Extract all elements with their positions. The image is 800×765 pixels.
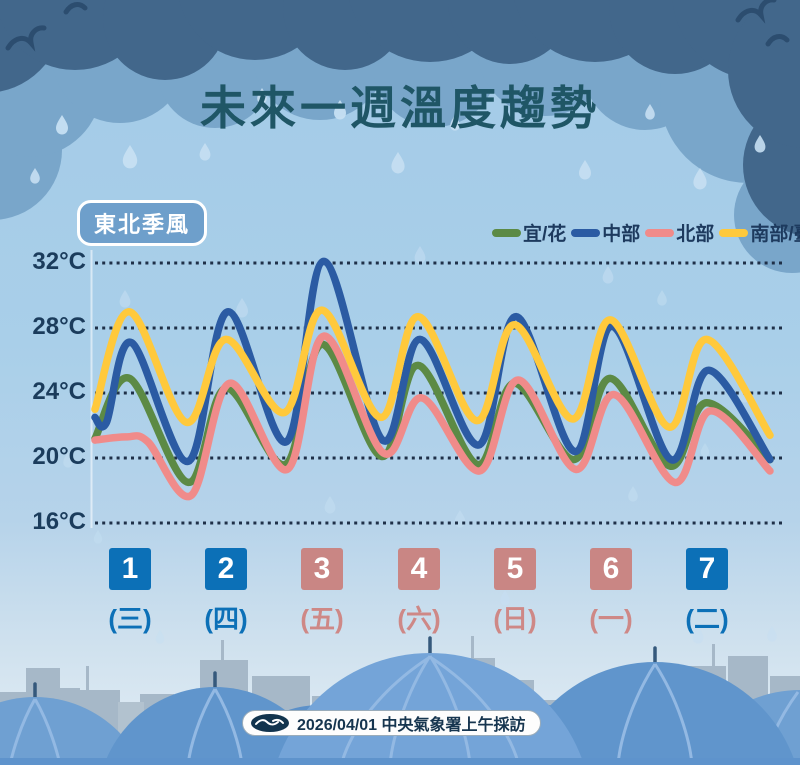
weekday-label-1: (三) [108,604,152,634]
day-column-3: 3 (五) [287,548,357,636]
day-column-4: 4 (六) [384,548,454,636]
day-badge-4: 4 [398,548,440,590]
day-column-7: 7 (二) [672,548,742,636]
rain-drop [657,290,667,306]
rain-drop [324,496,336,514]
rain-drop [739,383,751,403]
temp-line-north [91,332,774,501]
legend-label: 中部 [602,224,641,245]
day-column-6: 6 (一) [576,548,646,636]
legend-dash-green [492,228,521,237]
weekday-label-2: (四) [204,604,248,634]
legend-dash-yellow [719,228,749,237]
day-badge-2: 2 [205,548,247,590]
ytick-16: 16°C [32,508,86,535]
rain-drop [628,486,638,502]
rain-drop [767,626,777,642]
temperature-lines [91,257,774,501]
rain-drop [445,658,455,674]
gridlines [95,261,786,525]
legend-dash-blue [571,228,601,237]
day-badge-5: 5 [494,548,536,590]
rain-drop [93,530,103,544]
rain-drop [122,145,138,169]
weekday-label-4: (六) [397,604,441,634]
day-column-1: 1 (三) [95,548,165,636]
day-badge-6: 6 [590,548,632,590]
ytick-20: 20°C [32,443,86,470]
city-skyline [0,636,800,765]
legend-item: 中部 [566,219,640,246]
source-date-text: 2026/04/01 中央氣象署上午採訪 [297,717,526,734]
weekday-label-7: (二) [685,604,729,634]
rain-drop [199,143,211,161]
ytick-32: 32°C [32,248,86,275]
rain-drop [30,168,40,184]
day-column-2: 2 (四) [191,548,261,636]
umbrellas [0,636,800,765]
chart-legend: 宜/花 中部 北部 南部/臺東 [492,219,800,246]
rain-drop [391,152,405,174]
source-capsule: 2026/04/01 中央氣象署上午採訪 [242,710,541,736]
day-badge-3: 3 [301,548,343,590]
rain-drop [414,246,426,264]
legend-item: 北部 [640,219,714,246]
day-badge-7: 7 [686,548,728,590]
legend-label: 南部/臺東 [750,224,800,245]
temp-line-yilan-hualien [91,340,774,487]
legend-label: 北部 [676,224,715,245]
rain-drop [579,160,591,180]
day-column-5: 5 (日) [480,548,550,636]
temp-line-central [91,257,774,466]
cwa-logo-icon [251,714,289,732]
monsoon-badge: 東北季風 [77,200,208,246]
wind-wisp-icons [5,0,790,52]
ytick-28: 28°C [32,313,86,340]
legend-item: 宜/花 [492,219,566,246]
rain-drop [693,168,707,190]
ytick-24: 24°C [32,378,86,405]
rain-drop [454,510,466,528]
rain-drop [236,298,248,318]
page-title: 未來一週溫度趨勢 [200,82,600,134]
weekday-label-3: (五) [300,604,344,634]
rain-drop [700,443,710,457]
legend-label: 宜/花 [523,224,567,245]
weekday-label-5: (日) [493,604,537,634]
legend-item: 南部/臺東 [714,219,800,246]
day-badge-1: 1 [109,548,151,590]
rain-drop [119,290,131,308]
legend-dash-pink [645,228,675,237]
temp-line-south-taitung [91,306,774,440]
weekday-label-6: (一) [589,604,633,634]
rain-drop [602,266,614,284]
